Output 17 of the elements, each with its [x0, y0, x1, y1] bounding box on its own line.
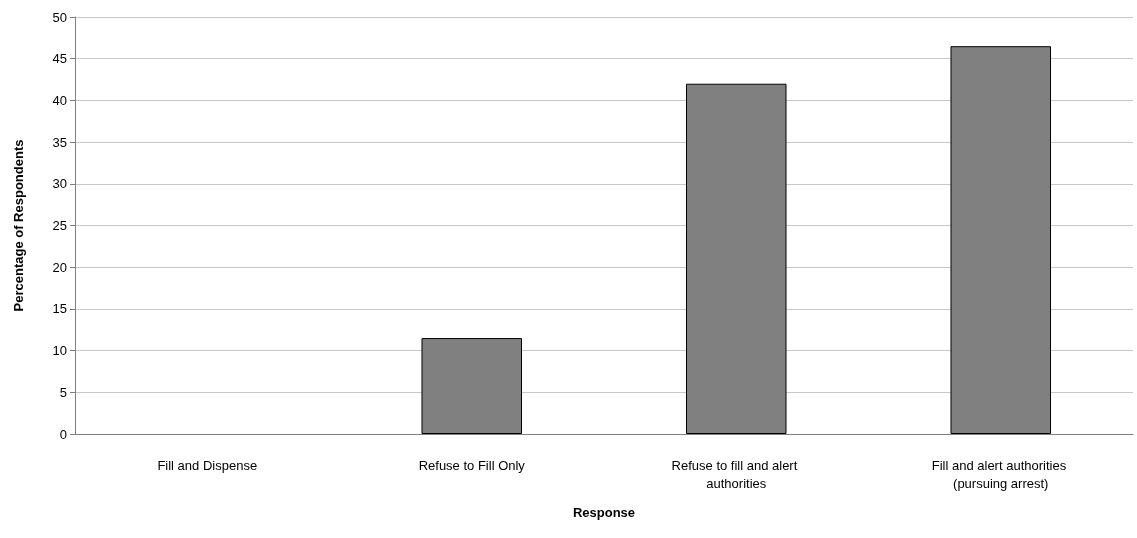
x-tick-label: Fill and Dispense: [157, 457, 258, 473]
x-axis-title: Response: [572, 505, 636, 520]
x-tick-label: Fill and alert authorities (pursuing arrest): [931, 457, 1070, 491]
y-tick-label: 20: [52, 259, 67, 275]
x-tick-label: Refuse to Fill Only: [418, 457, 526, 473]
y-tick-label: 35: [52, 134, 67, 150]
y-tick-label: 15: [52, 301, 67, 317]
y-tick-label: 25: [52, 218, 67, 233]
y-tick-label: 30: [52, 176, 67, 192]
y-tick-label: 5: [59, 384, 67, 400]
y-tick-label: 50: [52, 9, 67, 25]
y-axis-title: Percentage of Respondents: [11, 139, 26, 312]
y-tick-label: 10: [52, 343, 67, 359]
y-tick-label: 45: [52, 51, 67, 67]
x-tick-label: Refuse to fill and alert authorities: [671, 457, 801, 491]
y-tick-label: 0: [59, 426, 67, 442]
y-tick-label: 40: [52, 92, 67, 108]
